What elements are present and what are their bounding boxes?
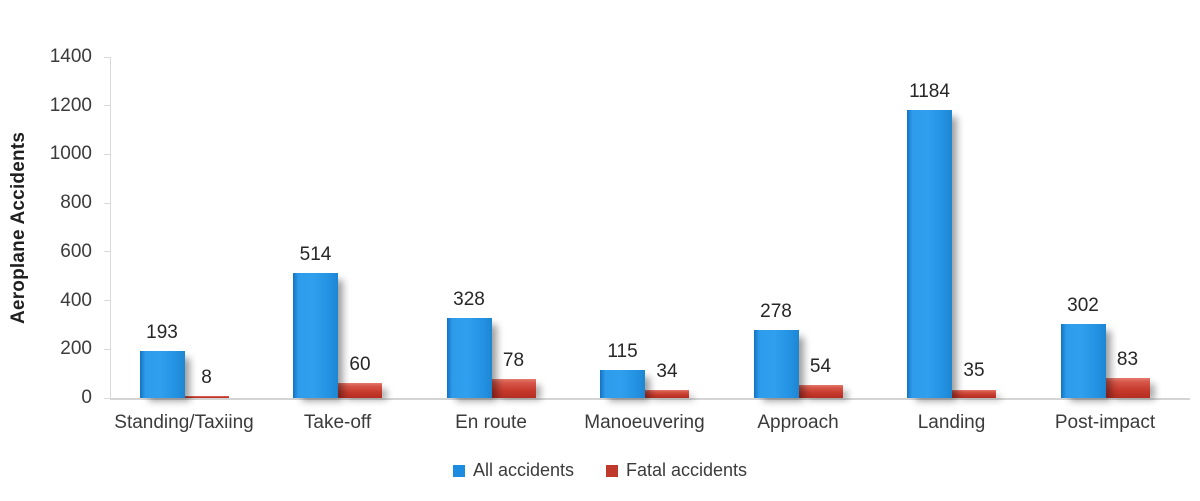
y-tick-label: 400 bbox=[60, 289, 92, 311]
bar-group: 302 83 bbox=[1060, 57, 1150, 398]
category-label: Post-impact bbox=[1054, 412, 1156, 433]
bar-fatal-accidents bbox=[491, 379, 536, 398]
value-label-all-accidents: 1184 bbox=[909, 80, 950, 102]
legend-item-fatal-accidents: Fatal accidents bbox=[606, 460, 747, 481]
y-tick-mark bbox=[104, 397, 110, 399]
bar-all-accidents bbox=[753, 330, 799, 398]
bar-fatal-accidents bbox=[1105, 377, 1150, 398]
bar-all-accidents bbox=[139, 351, 185, 398]
bar-group: 328 78 bbox=[446, 57, 536, 398]
y-tick-mark bbox=[104, 153, 110, 155]
bar-fatal-accidents bbox=[645, 389, 689, 398]
bar-all-accidents bbox=[293, 272, 338, 398]
bar-group: 115 34 bbox=[600, 57, 689, 398]
value-label-all-accidents: 193 bbox=[146, 322, 178, 343]
value-label-fatal-accidents: 8 bbox=[201, 367, 212, 389]
y-tick-label: 600 bbox=[60, 240, 92, 262]
value-label-all-accidents: 514 bbox=[299, 243, 332, 265]
bar-fatal-accidents bbox=[952, 389, 996, 398]
legend-item-all-accidents: All accidents bbox=[452, 460, 574, 481]
y-tick-label: 1200 bbox=[49, 94, 92, 116]
y-tick-label: 0 bbox=[81, 387, 92, 408]
bar-fatal-accidents bbox=[338, 383, 382, 398]
bar-fatal-accidents bbox=[184, 396, 229, 398]
value-label-fatal-accidents: 78 bbox=[502, 350, 525, 372]
bar-all-accidents bbox=[446, 318, 492, 398]
y-tick-label: 1000 bbox=[49, 143, 92, 165]
value-label-all-accidents: 278 bbox=[760, 301, 792, 323]
bar-all-accidents bbox=[1060, 324, 1106, 398]
value-label-fatal-accidents: 83 bbox=[1116, 348, 1139, 370]
value-label-fatal-accidents: 54 bbox=[809, 355, 832, 377]
legend-swatch-all-accidents-icon bbox=[452, 464, 465, 477]
plot-area: 193 8 Standing/Taxiing 514 60 Take-off 328 78 En… bbox=[104, 56, 1190, 433]
category-label: Standing/Taxiing bbox=[114, 412, 254, 433]
y-tick-mark bbox=[104, 202, 110, 204]
bar-group: 514 60 bbox=[293, 57, 382, 398]
value-label-fatal-accidents: 35 bbox=[963, 360, 985, 382]
category-label: Approach bbox=[757, 412, 839, 433]
legend-label-fatal-accidents: Fatal accidents bbox=[626, 460, 748, 480]
bar-all-accidents bbox=[600, 370, 645, 398]
y-tick-label: 1400 bbox=[49, 46, 92, 67]
value-label-all-accidents: 302 bbox=[1067, 295, 1099, 317]
y-axis: 0 200 400 600 800 1000 1200 1400 bbox=[30, 46, 92, 408]
x-axis-line bbox=[110, 398, 1190, 400]
legend-label-all-accidents: All accidents bbox=[472, 460, 574, 480]
y-tick-mark bbox=[104, 251, 110, 253]
y-axis-title: Aeroplane Accidents bbox=[8, 131, 29, 324]
y-tick-mark bbox=[104, 348, 110, 350]
bar-group: 1184 35 bbox=[907, 57, 996, 398]
value-label-fatal-accidents: 60 bbox=[349, 354, 371, 376]
y-tick-label: 800 bbox=[60, 192, 92, 214]
category-label: En route bbox=[455, 412, 527, 433]
value-label-fatal-accidents: 34 bbox=[656, 360, 678, 382]
y-tick-mark bbox=[104, 105, 110, 107]
category-label: Landing bbox=[917, 412, 986, 433]
y-tick-mark bbox=[104, 300, 110, 302]
bar-fatal-accidents bbox=[798, 384, 843, 398]
bar-all-accidents bbox=[907, 109, 952, 398]
y-axis-line bbox=[110, 57, 111, 398]
value-label-all-accidents: 328 bbox=[453, 289, 485, 311]
y-tick-label: 200 bbox=[60, 338, 92, 360]
category-label: Take-off bbox=[303, 412, 372, 433]
category-label: Manoeuvering bbox=[584, 412, 705, 433]
bar-group: 193 8 bbox=[139, 57, 229, 398]
bar-group: 278 54 bbox=[753, 57, 843, 398]
legend: All accidents Fatal accidents bbox=[0, 460, 1200, 481]
y-tick-mark bbox=[104, 56, 110, 58]
legend-swatch-fatal-accidents-icon bbox=[606, 464, 618, 477]
value-label-all-accidents: 115 bbox=[607, 341, 638, 362]
